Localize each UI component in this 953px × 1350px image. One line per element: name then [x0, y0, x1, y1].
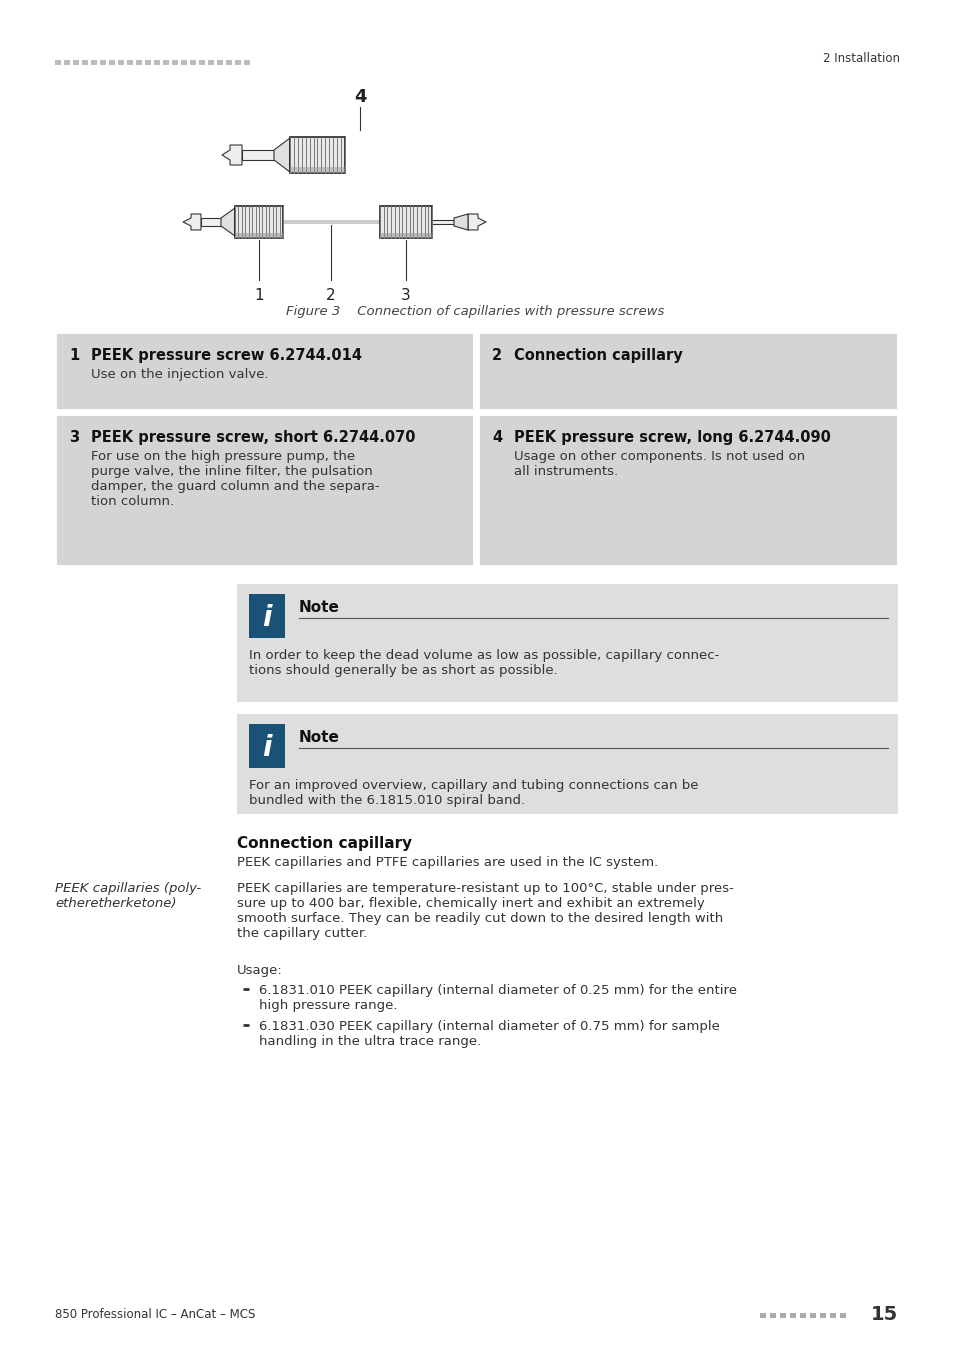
Text: 2 Installation: 2 Installation — [822, 51, 899, 65]
Bar — [379, 207, 432, 238]
Text: PEEK capillaries are temperature-resistant up to 100°C, stable under pres-
sure : PEEK capillaries are temperature-resista… — [236, 882, 733, 940]
Text: 2: 2 — [492, 348, 501, 363]
Text: For use on the high pressure pump, the
purge valve, the inline filter, the pulsa: For use on the high pressure pump, the p… — [91, 450, 379, 508]
Text: 15: 15 — [870, 1305, 897, 1324]
Bar — [82, 59, 88, 65]
Bar — [100, 59, 106, 65]
Text: 1: 1 — [253, 288, 264, 302]
Polygon shape — [454, 215, 468, 230]
Bar — [242, 150, 274, 161]
Bar — [829, 1314, 835, 1318]
Bar — [91, 59, 97, 65]
Text: Figure 3    Connection of capillaries with pressure screws: Figure 3 Connection of capillaries with … — [286, 305, 663, 319]
Bar — [234, 234, 283, 238]
Bar — [769, 1314, 775, 1318]
Bar — [109, 59, 115, 65]
Bar — [820, 1314, 825, 1318]
Text: 4: 4 — [354, 88, 366, 107]
Bar — [64, 59, 70, 65]
Bar — [249, 594, 285, 639]
Bar — [379, 234, 432, 238]
Bar — [226, 59, 232, 65]
Text: Connection capillary: Connection capillary — [514, 348, 682, 363]
Text: PEEK pressure screw 6.2744.014: PEEK pressure screw 6.2744.014 — [91, 348, 361, 363]
Bar — [234, 59, 241, 65]
Bar — [199, 59, 205, 65]
Text: 6.1831.010 PEEK capillary (internal diameter of 0.25 mm) for the entire
high pre: 6.1831.010 PEEK capillary (internal diam… — [258, 984, 737, 1012]
Bar — [760, 1314, 765, 1318]
Bar — [55, 332, 474, 410]
Text: 6.1831.030 PEEK capillary (internal diameter of 0.75 mm) for sample
handling in : 6.1831.030 PEEK capillary (internal diam… — [258, 1021, 720, 1048]
Polygon shape — [468, 215, 485, 230]
Bar — [208, 59, 213, 65]
Bar — [73, 59, 79, 65]
Bar — [809, 1314, 815, 1318]
Text: Usage on other components. Is not used on
all instruments.: Usage on other components. Is not used o… — [514, 450, 804, 478]
Bar — [181, 59, 187, 65]
Bar — [800, 1314, 805, 1318]
Bar — [789, 1314, 795, 1318]
Bar — [136, 59, 142, 65]
Bar — [249, 724, 285, 768]
Bar — [840, 1314, 845, 1318]
Text: PEEK capillaries (poly-
etheretherketone): PEEK capillaries (poly- etheretherketone… — [55, 882, 201, 910]
Text: PEEK pressure screw, short 6.2744.070: PEEK pressure screw, short 6.2744.070 — [91, 431, 416, 446]
Bar — [190, 59, 195, 65]
Text: 3: 3 — [400, 288, 411, 302]
Bar — [236, 585, 897, 702]
Polygon shape — [221, 208, 234, 236]
Polygon shape — [274, 138, 290, 171]
Bar — [118, 59, 124, 65]
Text: 4: 4 — [492, 431, 501, 446]
Bar — [153, 59, 160, 65]
Text: 850 Professional IC – AnCat – MCS: 850 Professional IC – AnCat – MCS — [55, 1308, 255, 1322]
Bar — [283, 220, 379, 224]
Bar — [127, 59, 132, 65]
Bar — [172, 59, 178, 65]
Bar — [163, 59, 169, 65]
Bar — [477, 332, 897, 410]
Text: Note: Note — [298, 730, 339, 745]
Text: Usage:: Usage: — [236, 964, 282, 977]
Text: 3: 3 — [69, 431, 79, 446]
Text: PEEK pressure screw, long 6.2744.090: PEEK pressure screw, long 6.2744.090 — [514, 431, 830, 446]
Bar — [290, 136, 345, 173]
Polygon shape — [183, 215, 201, 230]
Text: Note: Note — [298, 599, 339, 616]
Text: In order to keep the dead volume as low as possible, capillary connec-
tions sho: In order to keep the dead volume as low … — [249, 649, 719, 676]
Bar — [244, 59, 250, 65]
Text: i: i — [262, 603, 272, 632]
Text: i: i — [262, 734, 272, 761]
Bar — [432, 220, 454, 224]
Text: Connection capillary: Connection capillary — [236, 836, 412, 850]
Text: For an improved overview, capillary and tubing connections can be
bundled with t: For an improved overview, capillary and … — [249, 779, 698, 807]
Bar — [55, 414, 474, 566]
Bar — [145, 59, 151, 65]
Bar — [55, 59, 61, 65]
Text: Use on the injection valve.: Use on the injection valve. — [91, 369, 269, 381]
Text: 2: 2 — [326, 288, 335, 302]
Text: PEEK capillaries and PTFE capillaries are used in the IC system.: PEEK capillaries and PTFE capillaries ar… — [236, 856, 658, 869]
Bar — [234, 207, 283, 238]
Polygon shape — [222, 144, 242, 165]
Bar — [780, 1314, 785, 1318]
Bar — [216, 59, 223, 65]
Bar — [236, 714, 897, 814]
Bar — [290, 167, 345, 173]
Bar — [477, 414, 897, 566]
Bar — [201, 217, 221, 225]
Text: 1: 1 — [69, 348, 79, 363]
